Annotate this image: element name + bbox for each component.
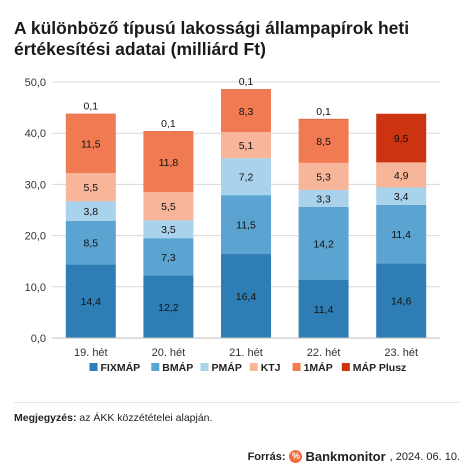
- bankmonitor-logo: % Bankmonitor: [289, 449, 386, 464]
- chart-title: A különböző típusú lakossági állampapíro…: [14, 18, 460, 60]
- y-tick-label: 30,0: [25, 179, 46, 191]
- bar-segment: [65, 220, 116, 265]
- y-tick-label: 40,0: [25, 128, 46, 140]
- bar-segment: [221, 132, 271, 159]
- legend-swatch: [89, 363, 98, 371]
- data-label: 11,5: [81, 139, 101, 151]
- data-label: 8,5: [316, 136, 331, 148]
- data-label: 3,5: [161, 224, 176, 236]
- data-label: 11,4: [391, 229, 411, 241]
- data-label: 0,1: [316, 106, 331, 118]
- chart-title-line2: értékesítési adatai (milliárd Ft): [14, 39, 266, 59]
- data-label: 5,3: [316, 171, 331, 183]
- data-label: 11,4: [314, 304, 334, 316]
- bar-segment: [298, 119, 349, 163]
- bar-segment: [143, 238, 194, 276]
- bar-segment: [298, 190, 349, 207]
- legend-label: FIXMÁP: [101, 361, 141, 374]
- x-tick-label: 22. hét: [307, 347, 341, 359]
- stacked-bar-chart: 0,0 10,0 20,0 30,0 40,0 50,0 14,4 8,5 3,8 5,5 11,5…: [25, 76, 440, 374]
- data-label: 5,5: [161, 201, 176, 213]
- bar-segment: [221, 89, 271, 90]
- data-label: 5,1: [239, 140, 254, 152]
- data-label: 7,2: [239, 172, 254, 184]
- bar-segment: [298, 206, 349, 280]
- legend-swatch: [249, 363, 258, 371]
- bar-segment: [65, 114, 116, 174]
- data-label: 0,1: [161, 118, 176, 130]
- note-text: az ÁKK közzétételei alapján.: [79, 412, 213, 424]
- x-tick-label: 21. hét: [229, 347, 263, 359]
- bar-segment: [221, 195, 271, 255]
- bar-segment: [143, 131, 194, 193]
- bar-segment: [376, 113, 427, 163]
- data-label: 0,1: [83, 101, 98, 113]
- data-label: 0,1: [239, 76, 254, 88]
- legend-swatch: [292, 363, 301, 371]
- bar-segment: [221, 89, 271, 133]
- bar-segment: [376, 162, 427, 188]
- source-label: Forrás:: [247, 450, 286, 463]
- legend-label: PMÁP: [212, 361, 242, 374]
- bar-segment: [143, 192, 194, 221]
- legend-label: 1MÁP: [304, 361, 333, 374]
- y-tick-label: 10,0: [25, 282, 46, 294]
- legend-label: BMÁP: [162, 361, 193, 374]
- data-label: 5,5: [83, 182, 98, 194]
- data-label: 8,3: [239, 106, 254, 118]
- data-label: 14,4: [81, 296, 102, 308]
- data-label: 4,9: [394, 170, 409, 182]
- data-label: 3,3: [316, 193, 331, 205]
- x-tick-label: 23. hét: [384, 347, 418, 359]
- bar-segment: [65, 264, 116, 338]
- data-label: 11,8: [159, 157, 179, 169]
- legend-swatch: [151, 363, 160, 371]
- bar-segment: [221, 254, 271, 338]
- bar-segment: [376, 263, 427, 338]
- data-label: 8,5: [83, 238, 98, 250]
- data-label: 14,2: [313, 238, 334, 250]
- bar-segment: [65, 173, 116, 202]
- source: Forrás: % Bankmonitor , 2024. 06. 10.: [248, 449, 460, 464]
- data-label: 16,4: [236, 291, 257, 303]
- bar-segment: [65, 201, 116, 221]
- source-brand: Bankmonitor: [305, 449, 386, 464]
- bar-segment: [143, 220, 194, 239]
- data-label: 3,4: [394, 191, 409, 203]
- bar-segment: [298, 162, 349, 191]
- data-label: 11,5: [236, 220, 256, 232]
- legend-swatch: [341, 363, 350, 371]
- data-label: 14,6: [391, 296, 412, 308]
- bar-segment: [143, 131, 194, 132]
- x-tick-label: 19. hét: [74, 347, 108, 359]
- data-label: 7,3: [161, 252, 176, 264]
- source-date: , 2024. 06. 10.: [389, 450, 460, 463]
- note: Megjegyzés: az ÁKK közzétételei alapján.: [14, 412, 212, 424]
- bar-segment: [298, 279, 349, 338]
- bar-segment: [376, 187, 427, 205]
- data-label: 9,5: [394, 133, 409, 145]
- y-tick-label: 0,0: [31, 333, 46, 345]
- bar-segment: [143, 275, 194, 338]
- bar-segment: [65, 113, 116, 115]
- data-label: 3,8: [83, 206, 98, 218]
- bar-segment: [298, 118, 349, 120]
- legend-label: KTJ: [261, 362, 281, 374]
- legend-label: MÁP Plusz: [353, 361, 406, 374]
- chart-title-line1: A különböző típusú lakossági állampapíro…: [14, 18, 410, 38]
- divider: [14, 402, 460, 403]
- note-label: Megjegyzés:: [14, 412, 77, 424]
- y-tick-label: 20,0: [25, 231, 46, 243]
- x-tick-label: 20. hét: [152, 347, 186, 359]
- data-label: 12,2: [158, 302, 179, 314]
- bar-segment: [221, 158, 271, 196]
- bar-segment: [376, 204, 427, 264]
- percent-icon: %: [289, 450, 303, 463]
- y-tick-label: 50,0: [25, 77, 46, 89]
- legend-swatch: [200, 363, 209, 371]
